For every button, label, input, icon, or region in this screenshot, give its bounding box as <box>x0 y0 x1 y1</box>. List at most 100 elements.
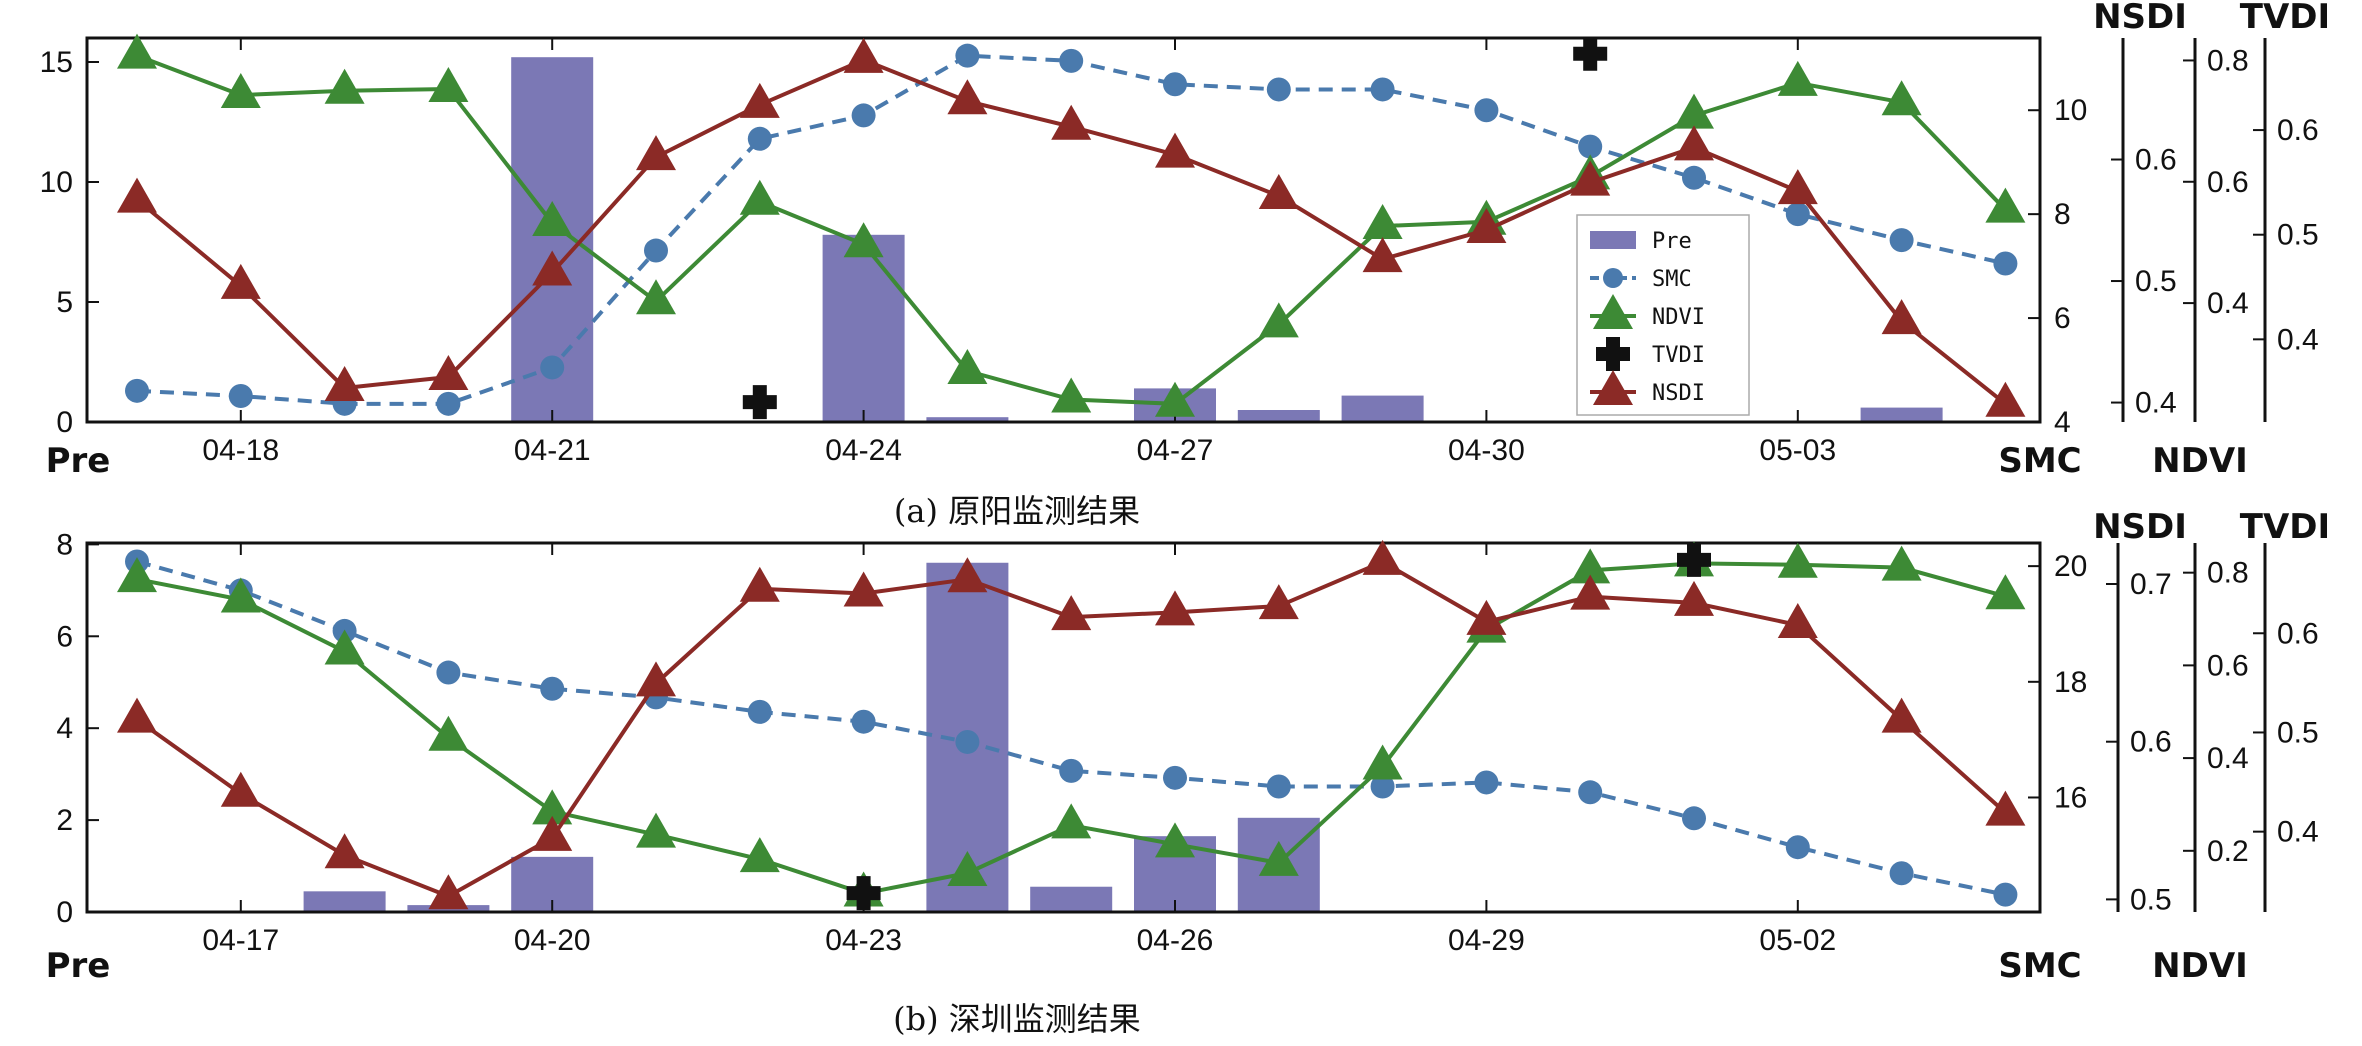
legend-label-tvdi: TVDI <box>1652 343 1705 368</box>
ndvi-point <box>428 715 469 751</box>
smc-point <box>1578 780 1603 805</box>
nsdi-point <box>1777 603 1818 638</box>
x-tick-label: 04-18 <box>202 434 279 467</box>
smc-point <box>1370 774 1395 799</box>
ndvi-point <box>220 73 261 109</box>
ndvi-point <box>1881 545 1922 581</box>
smc-point <box>1370 77 1395 102</box>
ndvi-point <box>843 222 884 258</box>
smc-tick-label: 20 <box>2054 550 2087 583</box>
pre-bar <box>1237 410 1320 422</box>
pre-axis-title: Pre <box>46 946 111 986</box>
nsdi-point <box>843 37 884 73</box>
pre-bar <box>822 234 905 422</box>
smc-point <box>747 699 772 724</box>
nsdi-point <box>220 263 261 299</box>
nsdi-point <box>636 135 676 171</box>
x-tick-label: 05-02 <box>1759 924 1836 957</box>
nsdi-point <box>1570 160 1611 196</box>
smc-point <box>1474 770 1499 795</box>
pre-tick-label: 6 <box>56 620 73 653</box>
nsdi-point <box>1466 208 1507 243</box>
ndvi-point <box>1881 80 1922 116</box>
smc-point <box>1785 202 1810 227</box>
smc-point <box>436 391 461 416</box>
ndvi-tick-label: 0.2 <box>2207 835 2249 868</box>
pre-tick-label: 8 <box>56 528 73 561</box>
x-tick-label: 04-24 <box>825 434 902 467</box>
legend-label-nsdi: NSDI <box>1652 381 1705 406</box>
smc-point <box>747 126 772 151</box>
nsdi-point <box>739 82 780 118</box>
nsdi-point <box>947 557 988 593</box>
ndvi-point <box>1155 822 1195 858</box>
ndvi-tick-label: 0.8 <box>2207 44 2249 77</box>
nsdi-point <box>1570 574 1611 610</box>
legend-marker-ndvi <box>1593 294 1633 329</box>
smc-point <box>955 729 980 754</box>
x-tick-label: 04-29 <box>1448 924 1525 957</box>
legend-label-pre: Pre <box>1652 229 1692 254</box>
ndvi-point <box>1777 60 1818 96</box>
ndvi-tick-label: 0.6 <box>2207 166 2249 199</box>
smc-point <box>1993 251 2018 276</box>
x-tick-label: 04-23 <box>825 924 902 957</box>
ndvi-point <box>947 851 988 887</box>
pre-tick-label: 2 <box>56 804 73 837</box>
ndvi-tick-label: 0.4 <box>2207 742 2249 775</box>
legend-label-ndvi: NDVI <box>1652 305 1705 330</box>
pre-bar <box>926 417 1009 422</box>
x-tick-label: 04-27 <box>1137 434 1214 467</box>
smc-point <box>1889 861 1914 886</box>
smc-point <box>436 660 461 685</box>
tvdi-tick-label: 0.6 <box>2277 114 2319 147</box>
ndvi-point <box>1155 381 1195 417</box>
x-tick-label: 04-17 <box>202 924 279 957</box>
nsdi-point <box>1362 237 1403 273</box>
panel-b: 04-17 04-20 04-23 04-26 04-29 05-02 0 2 4 6 8 16 18 2… <box>46 507 2331 1038</box>
smc-point <box>955 43 980 68</box>
nsdi-axis-title: NSDI <box>2093 0 2187 37</box>
legend-marker-smc <box>1603 268 1623 288</box>
legend-label-smc: SMC <box>1652 267 1692 292</box>
smc-tick-label: 8 <box>2054 198 2071 231</box>
pre-tick-label: 5 <box>56 286 73 319</box>
nsdi-point <box>1881 299 1922 335</box>
nsdi-point <box>739 566 780 602</box>
nsdi-point <box>1881 697 1922 733</box>
pre-tick-label: 0 <box>56 896 73 929</box>
ndvi-point <box>1674 93 1714 129</box>
ndvi-point <box>739 179 780 215</box>
pre-bar <box>1030 886 1113 912</box>
pre-bar <box>1860 407 1943 422</box>
ndvi-point <box>117 557 157 593</box>
nsdi-point <box>117 697 157 733</box>
panel-a: 04-18 04-21 04-24 04-27 04-30 05-03 0 5 10 15 4 6 8 1… <box>40 0 2331 530</box>
ndvi-point <box>324 68 365 104</box>
nsdi-point <box>532 250 573 286</box>
smc-point <box>644 238 668 263</box>
nsdi-point <box>428 355 469 391</box>
ndvi-point <box>1985 187 2026 223</box>
x-tick-label: 04-20 <box>514 924 591 957</box>
nsdi-point <box>324 365 365 401</box>
tvdi-tick-label: 0.4 <box>2277 816 2319 849</box>
smc-point <box>1059 758 1084 783</box>
legend-swatch-tvdi <box>1596 337 1630 371</box>
nsdi-tick-label: 0.4 <box>2135 387 2177 420</box>
ndvi-point <box>532 201 573 237</box>
ndvi-point <box>117 33 157 69</box>
smc-point <box>1993 882 2018 907</box>
smc-point <box>540 676 565 701</box>
nsdi-tick-label: 0.5 <box>2135 265 2177 298</box>
smc-point <box>1474 98 1499 123</box>
ndvi-point <box>1777 542 1818 578</box>
ndvi-point <box>636 812 676 848</box>
ndvi-point <box>1570 548 1611 584</box>
nsdi-tick-label: 0.5 <box>2130 883 2172 916</box>
x-tick-label: 04-21 <box>514 434 591 467</box>
nsdi-tick-label: 0.6 <box>2135 144 2177 177</box>
ndvi-point <box>324 629 365 665</box>
tvdi-tick-label: 0.6 <box>2277 617 2319 650</box>
